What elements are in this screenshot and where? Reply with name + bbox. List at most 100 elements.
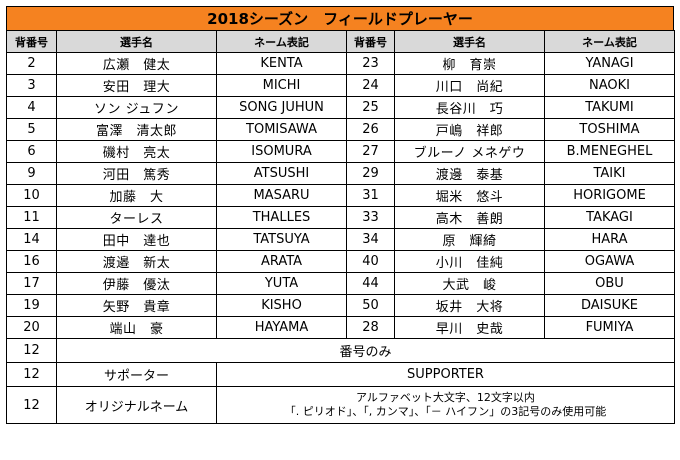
player-name: 田中 達也 <box>56 228 217 251</box>
player-name-mark: TAKAGI <box>544 206 675 229</box>
player-number: 28 <box>346 316 395 339</box>
player-name-mark: HAYAMA <box>216 316 347 339</box>
supporter-mark: SUPPORTER <box>216 362 675 387</box>
player-name: ソン ジュフン <box>56 96 217 119</box>
table-row: 20 端山 豪 HAYAMA 28 早川 史哉 FUMIYA <box>6 316 675 339</box>
player-number: 25 <box>346 96 395 119</box>
player-number: 11 <box>6 206 57 229</box>
player-name-mark: ISOMURA <box>216 140 347 163</box>
number-only-label: 番号のみ <box>56 338 675 363</box>
number-only-number: 12 <box>6 338 57 363</box>
player-name: 矢野 貴章 <box>56 294 217 317</box>
player-number: 2 <box>6 52 57 75</box>
player-number: 19 <box>6 294 57 317</box>
player-name: 磯村 亮太 <box>56 140 217 163</box>
player-name: 長谷川 巧 <box>394 96 545 119</box>
player-number: 23 <box>346 52 395 75</box>
player-number: 29 <box>346 162 395 185</box>
player-number: 10 <box>6 184 57 207</box>
player-name-mark: DAISUKE <box>544 294 675 317</box>
player-name-mark: HARA <box>544 228 675 251</box>
player-name-mark: MASARU <box>216 184 347 207</box>
player-name: ターレス <box>56 206 217 229</box>
original-name: オリジナルネーム <box>56 386 217 424</box>
table-row: 4 ソン ジュフン SONG JUHUN 25 長谷川 巧 TAKUMI <box>6 96 675 119</box>
number-only-row: 12 番号のみ <box>6 338 675 363</box>
player-number: 33 <box>346 206 395 229</box>
player-name: 伊藤 優汰 <box>56 272 217 295</box>
supporter-name: サポーター <box>56 362 217 387</box>
header-number-left: 背番号 <box>6 30 57 53</box>
player-name: 河田 篤秀 <box>56 162 217 185</box>
player-name: 渡邊 泰基 <box>394 162 545 185</box>
player-name: 高木 善朗 <box>394 206 545 229</box>
header-mark-left: ネーム表記 <box>216 30 347 53</box>
player-name-mark: TOMISAWA <box>216 118 347 141</box>
table-row: 3 安田 理大 MICHI 24 川口 尚紀 NAOKI <box>6 74 675 97</box>
player-table-container: 2018シーズン フィールドプレーヤー 背番号 選手名 ネーム表記 背番号 選手… <box>6 6 675 424</box>
original-rules: アルファベット大文字、12文字以内 「. ピリオド」、「, カンマ」、「－ ハイ… <box>216 386 675 424</box>
player-name-mark: NAOKI <box>544 74 675 97</box>
player-number: 50 <box>346 294 395 317</box>
table-title: 2018シーズン フィールドプレーヤー <box>6 6 674 30</box>
player-name: 戸嶋 祥郎 <box>394 118 545 141</box>
player-name-mark: ATSUSHI <box>216 162 347 185</box>
player-name-mark: FUMIYA <box>544 316 675 339</box>
player-name-mark: TAKUMI <box>544 96 675 119</box>
player-name-mark: HORIGOME <box>544 184 675 207</box>
table-row: 19 矢野 貴章 KISHO 50 坂井 大将 DAISUKE <box>6 294 675 317</box>
player-number: 9 <box>6 162 57 185</box>
player-number: 14 <box>6 228 57 251</box>
player-number: 31 <box>346 184 395 207</box>
player-name-mark: MICHI <box>216 74 347 97</box>
table-row: 9 河田 篤秀 ATSUSHI 29 渡邊 泰基 TAIKI <box>6 162 675 185</box>
player-number: 3 <box>6 74 57 97</box>
player-name-mark: ARATA <box>216 250 347 273</box>
player-name: 原 輝綺 <box>394 228 545 251</box>
player-name: 早川 史哉 <box>394 316 545 339</box>
player-number: 17 <box>6 272 57 295</box>
player-name: 加藤 大 <box>56 184 217 207</box>
table-row: 16 渡邉 新太 ARATA 40 小川 佳純 OGAWA <box>6 250 675 273</box>
player-number: 16 <box>6 250 57 273</box>
player-name: 坂井 大将 <box>394 294 545 317</box>
player-number: 40 <box>346 250 395 273</box>
player-name-mark: TOSHIMA <box>544 118 675 141</box>
table-row: 5 富澤 清太郎 TOMISAWA 26 戸嶋 祥郎 TOSHIMA <box>6 118 675 141</box>
player-name-mark: OBU <box>544 272 675 295</box>
original-rule-length: アルファベット大文字、12文字以内 <box>356 391 535 404</box>
player-name-mark: OGAWA <box>544 250 675 273</box>
player-number: 6 <box>6 140 57 163</box>
table-row: 17 伊藤 優汰 YUTA 44 大武 峻 OBU <box>6 272 675 295</box>
player-name: 大武 峻 <box>394 272 545 295</box>
supporter-row: 12 サポーター SUPPORTER <box>6 362 675 387</box>
player-number: 20 <box>6 316 57 339</box>
player-table: 背番号 選手名 ネーム表記 背番号 選手名 ネーム表記 2 広瀬 健太 KENT… <box>6 30 675 424</box>
player-number: 4 <box>6 96 57 119</box>
table-row: 2 広瀬 健太 KENTA 23 柳 育崇 YANAGI <box>6 52 675 75</box>
header-number-right: 背番号 <box>346 30 395 53</box>
original-number: 12 <box>6 386 57 424</box>
player-name: 小川 佳純 <box>394 250 545 273</box>
original-name-row: 12 オリジナルネーム アルファベット大文字、12文字以内 「. ピリオド」、「… <box>6 386 675 424</box>
header-name-left: 選手名 <box>56 30 217 53</box>
player-number: 26 <box>346 118 395 141</box>
table-row: 10 加藤 大 MASARU 31 堀米 悠斗 HORIGOME <box>6 184 675 207</box>
player-name-mark: YUTA <box>216 272 347 295</box>
player-number: 24 <box>346 74 395 97</box>
player-number: 44 <box>346 272 395 295</box>
player-name-mark: KISHO <box>216 294 347 317</box>
player-name: ブルーノ メネゲウ <box>394 140 545 163</box>
player-name: 堀米 悠斗 <box>394 184 545 207</box>
player-name-mark: THALLES <box>216 206 347 229</box>
table-row: 11 ターレス THALLES 33 高木 善朗 TAKAGI <box>6 206 675 229</box>
player-name-mark: KENTA <box>216 52 347 75</box>
header-mark-right: ネーム表記 <box>544 30 675 53</box>
player-number: 34 <box>346 228 395 251</box>
player-name-mark: YANAGI <box>544 52 675 75</box>
player-name: 柳 育崇 <box>394 52 545 75</box>
player-name-mark: TAIKI <box>544 162 675 185</box>
player-name: 端山 豪 <box>56 316 217 339</box>
player-name: 富澤 清太郎 <box>56 118 217 141</box>
player-name: 渡邉 新太 <box>56 250 217 273</box>
